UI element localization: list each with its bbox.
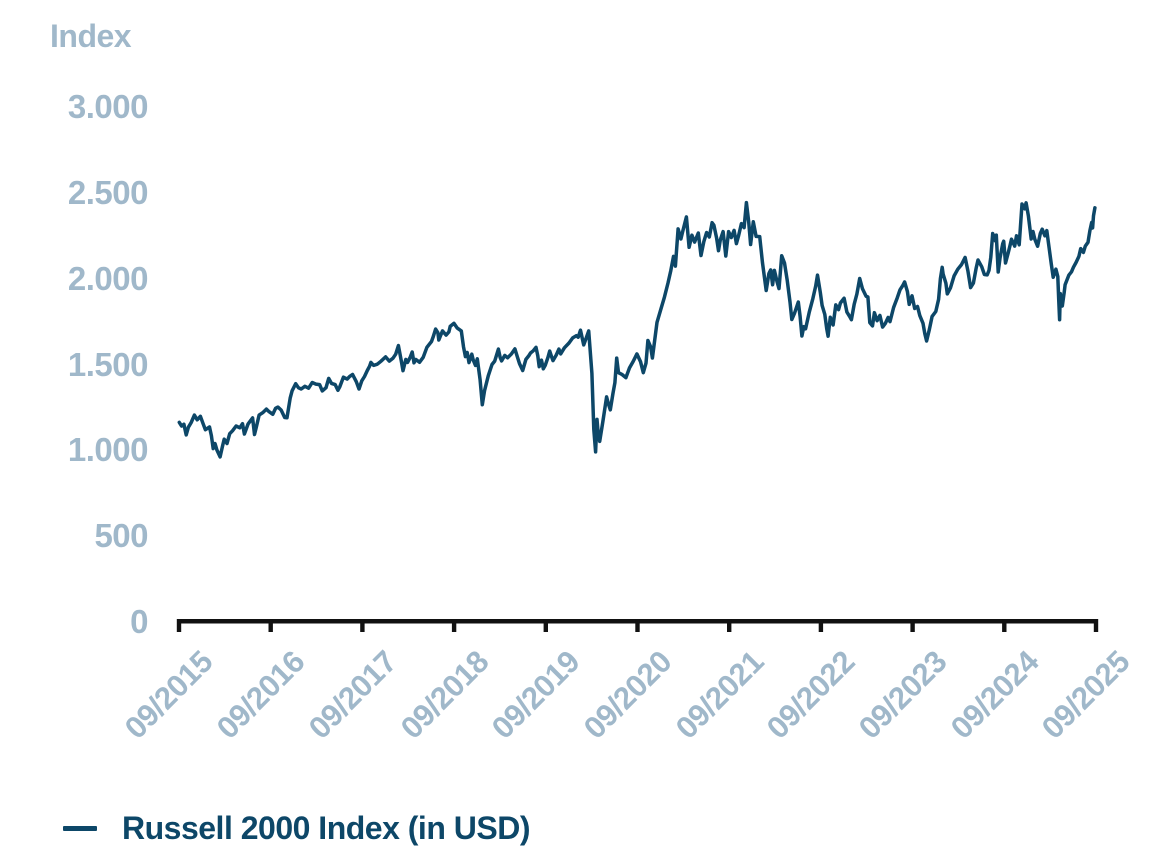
- y-axis-title: Index: [50, 18, 132, 54]
- x-axis-tick: [727, 619, 732, 632]
- y-tick-label: 2.000: [67, 259, 149, 297]
- x-axis-tick: [1002, 619, 1007, 632]
- legend-series-label: Russell 2000 Index (in USD): [122, 810, 530, 846]
- y-tick-label: 3.000: [67, 88, 149, 125]
- x-axis-tick: [543, 619, 548, 632]
- x-axis-tick: [268, 619, 273, 632]
- legend-line-swatch: [63, 826, 97, 831]
- x-axis-tick: [635, 619, 640, 632]
- x-axis-tick: [360, 619, 365, 632]
- y-tick-label: 0: [130, 603, 148, 640]
- y-tick-label: 2.500: [67, 173, 149, 211]
- y-tick-label: 1.500: [67, 345, 149, 383]
- x-axis-tick: [451, 619, 457, 632]
- x-axis-tick: [910, 619, 915, 632]
- y-tick-label: 500: [94, 517, 148, 555]
- x-axis-tick: [818, 619, 824, 632]
- x-axis-tick: [1093, 619, 1099, 632]
- y-tick-label: 1.000: [67, 431, 149, 469]
- series-line-russell-2000: [177, 200, 1097, 459]
- legend: Russell 2000 Index (in USD): [63, 810, 530, 847]
- x-axis-tick: [176, 619, 182, 632]
